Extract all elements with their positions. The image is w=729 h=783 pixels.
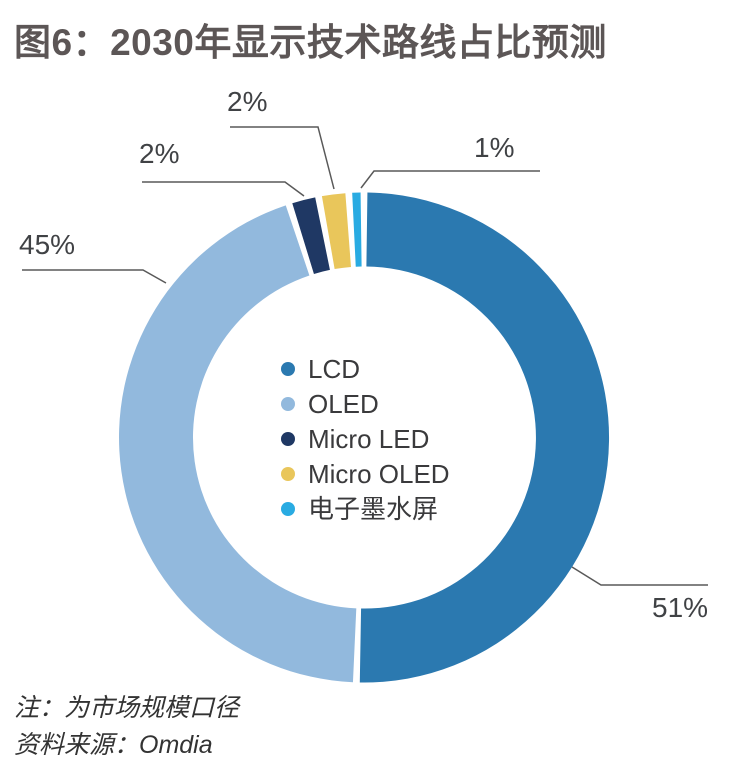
legend-item-micro-oled: Micro OLED bbox=[281, 456, 450, 491]
donut-slice-eink bbox=[352, 192, 362, 267]
legend-label: LCD bbox=[308, 353, 361, 384]
legend-swatch-eink bbox=[281, 501, 295, 516]
pct-label-lcd: 51% bbox=[652, 592, 709, 623]
footnote-note: 注：为市场规模口径 bbox=[14, 694, 240, 722]
donut-slice-oled bbox=[119, 205, 357, 683]
callout-line-oled bbox=[22, 269, 167, 284]
donut-slice-micro-oled bbox=[321, 193, 351, 270]
legend-item-oled: OLED bbox=[281, 386, 450, 421]
legend-label: Micro OLED bbox=[308, 458, 450, 489]
callout-line-micro-oled bbox=[230, 126, 335, 190]
pct-label-micro-oled: 2% bbox=[227, 86, 268, 117]
donut-slice-micro-led bbox=[292, 197, 330, 274]
legend-item-lcd: LCD bbox=[281, 351, 450, 386]
footnote-source: 资料来源：Omdia bbox=[14, 731, 213, 759]
legend-swatch-micro-oled bbox=[281, 466, 295, 481]
legend-item-micro-led: Micro LED bbox=[281, 421, 450, 456]
legend-swatch-oled bbox=[281, 396, 295, 411]
legend-item-eink: 电子墨水屏 bbox=[281, 491, 450, 526]
legend-label: OLED bbox=[308, 388, 379, 419]
callout-line-micro-led bbox=[142, 181, 305, 197]
callout-line-lcd bbox=[571, 566, 708, 586]
donut-slice-lcd bbox=[359, 192, 610, 683]
footnotes: 注：为市场规模口径 资料来源：Omdia bbox=[14, 690, 239, 764]
legend: LCD OLED Micro LED Micro OLED 电子墨水屏 bbox=[281, 351, 450, 526]
chart-title: 图6：2030年显示技术路线占比预测 bbox=[14, 22, 607, 63]
legend-label: Micro LED bbox=[308, 423, 430, 454]
pct-label-micro-led: 2% bbox=[139, 138, 180, 169]
pct-label-eink: 1% bbox=[474, 132, 515, 163]
legend-label: 电子墨水屏 bbox=[308, 493, 439, 524]
legend-swatch-micro-led bbox=[281, 431, 295, 446]
legend-swatch-lcd bbox=[281, 361, 295, 376]
pct-label-oled: 45% bbox=[19, 229, 76, 260]
callout-line-eink bbox=[360, 170, 540, 189]
